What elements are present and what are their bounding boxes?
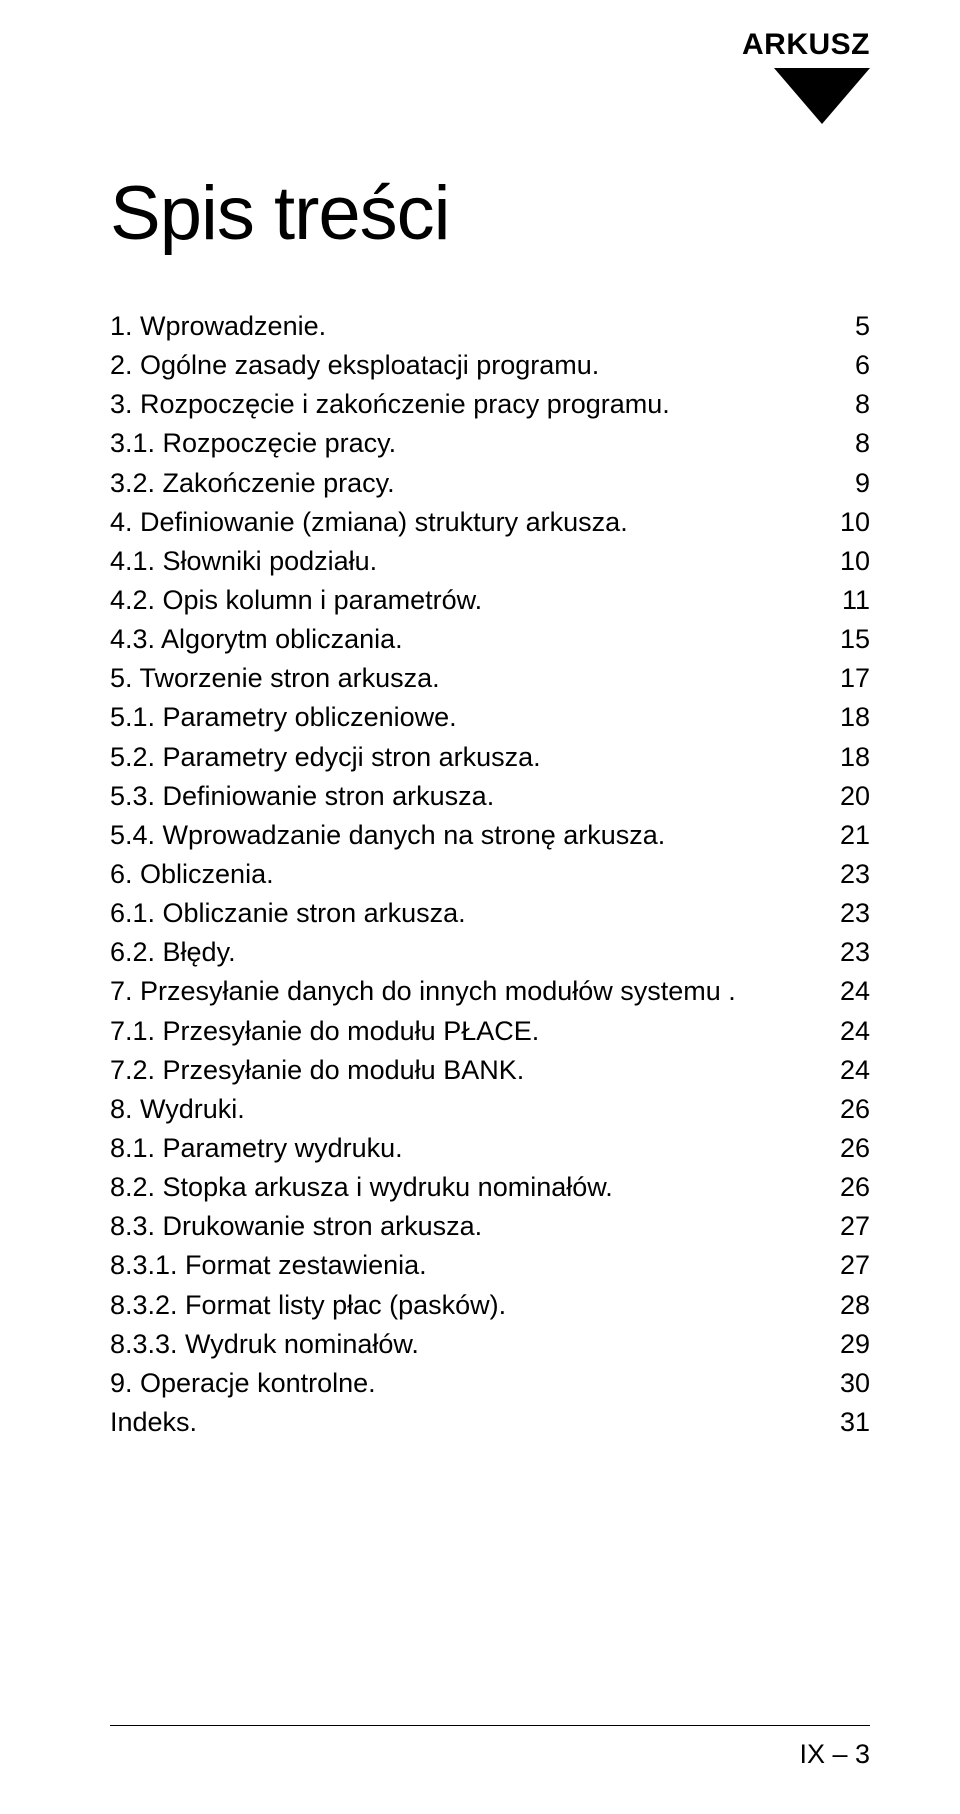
toc-label: 8. Wydruki. xyxy=(110,1090,245,1129)
toc-row: 3.2. Zakończenie pracy. 9 xyxy=(110,464,870,503)
toc-label: 8.3. Drukowanie stron arkusza. xyxy=(110,1207,482,1246)
toc-label: 3.2. Zakończenie pracy. xyxy=(110,464,395,503)
toc-label: 8.3.2. Format listy płac (pasków). xyxy=(110,1286,506,1325)
toc-page-number: 28 xyxy=(840,1286,870,1325)
toc-page-number: 24 xyxy=(840,1051,870,1090)
toc-row: 4.2. Opis kolumn i parametrów. 11 xyxy=(110,581,870,620)
toc-row: 6.1. Obliczanie stron arkusza. 23 xyxy=(110,894,870,933)
toc-page-number: 11 xyxy=(842,581,870,620)
toc-row: 7.1. Przesyłanie do modułu PŁACE. 24 xyxy=(110,1012,870,1051)
toc-row: 8.3.3. Wydruk nominałów. 29 xyxy=(110,1325,870,1364)
toc-label: 6.1. Obliczanie stron arkusza. xyxy=(110,894,466,933)
footer-page-number: IX – 3 xyxy=(799,1739,870,1770)
toc-label: 6.2. Błędy. xyxy=(110,933,236,972)
toc-row: 8.3. Drukowanie stron arkusza. 27 xyxy=(110,1207,870,1246)
footer-rule xyxy=(110,1725,870,1726)
toc-page-number: 23 xyxy=(840,894,870,933)
toc-page-number: 6 xyxy=(855,346,870,385)
toc-label: 9. Operacje kontrolne. xyxy=(110,1364,376,1403)
toc-label: 5.4. Wprowadzanie danych na stronę arkus… xyxy=(110,816,665,855)
toc-label: 4.3. Algorytm obliczania. xyxy=(110,620,403,659)
toc-label: 2. Ogólne zasady eksploatacji programu. xyxy=(110,346,599,385)
toc-page-number: 23 xyxy=(840,855,870,894)
toc-page-number: 26 xyxy=(840,1129,870,1168)
toc-page-number: 23 xyxy=(840,933,870,972)
toc-row: Indeks. 31 xyxy=(110,1403,870,1442)
toc-label: 8.3.3. Wydruk nominałów. xyxy=(110,1325,419,1364)
toc-page-number: 10 xyxy=(840,503,870,542)
page: ARKUSZ Spis treści 1. Wprowadzenie.52. O… xyxy=(0,0,960,1814)
toc-page-number: 20 xyxy=(840,777,870,816)
toc-page-number: 21 xyxy=(840,816,870,855)
toc-row: 6.2. Błędy. 23 xyxy=(110,933,870,972)
toc-row: 4. Definiowanie (zmiana) struktury arkus… xyxy=(110,503,870,542)
toc-row: 3.1. Rozpoczęcie pracy. 8 xyxy=(110,424,870,463)
toc-page-number: 18 xyxy=(840,698,870,737)
toc-row: 7. Przesyłanie danych do innych modułów … xyxy=(110,972,870,1011)
toc-row: 5. Tworzenie stron arkusza. 17 xyxy=(110,659,870,698)
toc-page-number: 26 xyxy=(840,1168,870,1207)
toc-page-number: 26 xyxy=(840,1090,870,1129)
toc-row: 5.2. Parametry edycji stron arkusza. 18 xyxy=(110,738,870,777)
toc-label: 7.1. Przesyłanie do modułu PŁACE. xyxy=(110,1012,539,1051)
toc-row: 4.1. Słowniki podziału. 10 xyxy=(110,542,870,581)
toc-row: 4.3. Algorytm obliczania. 15 xyxy=(110,620,870,659)
toc-page-number: 9 xyxy=(855,464,870,503)
toc-row: 1. Wprowadzenie. 5 xyxy=(110,307,870,346)
toc-page-number: 10 xyxy=(840,542,870,581)
toc-label: 1. Wprowadzenie. xyxy=(110,307,326,346)
toc-label: 5.2. Parametry edycji stron arkusza. xyxy=(110,738,541,777)
toc-label: 3. Rozpoczęcie i zakończenie pracy progr… xyxy=(110,385,670,424)
toc-page-number: 24 xyxy=(840,1012,870,1051)
toc-row: 9. Operacje kontrolne. 30 xyxy=(110,1364,870,1403)
toc-page-number: 5 xyxy=(855,307,870,346)
toc-row: 8.2. Stopka arkusza i wydruku nominałów.… xyxy=(110,1168,870,1207)
toc-page-number: 8 xyxy=(855,385,870,424)
toc-page-number: 29 xyxy=(840,1325,870,1364)
toc-row: 2. Ogólne zasady eksploatacji programu. 6 xyxy=(110,346,870,385)
toc-label: Indeks. xyxy=(110,1403,197,1442)
toc-label: 7.2. Przesyłanie do modułu BANK. xyxy=(110,1051,524,1090)
toc-label: 8.1. Parametry wydruku. xyxy=(110,1129,403,1168)
table-of-contents: 1. Wprowadzenie.52. Ogólne zasady eksplo… xyxy=(110,307,870,1442)
toc-page-number: 24 xyxy=(840,972,870,1011)
toc-row: 3. Rozpoczęcie i zakończenie pracy progr… xyxy=(110,385,870,424)
toc-page-number: 17 xyxy=(840,659,870,698)
toc-label: 8.2. Stopka arkusza i wydruku nominałów. xyxy=(110,1168,613,1207)
toc-page-number: 15 xyxy=(840,620,870,659)
triangle-down-icon xyxy=(774,68,870,124)
toc-label: 5.3. Definiowanie stron arkusza. xyxy=(110,777,494,816)
toc-page-number: 8 xyxy=(855,424,870,463)
toc-page-number: 30 xyxy=(840,1364,870,1403)
toc-page-number: 18 xyxy=(840,738,870,777)
toc-label: 5.1. Parametry obliczeniowe. xyxy=(110,698,457,737)
toc-row: 5.1. Parametry obliczeniowe. 18 xyxy=(110,698,870,737)
header-label: ARKUSZ xyxy=(742,28,870,62)
toc-label: 8.3.1. Format zestawienia. xyxy=(110,1246,427,1285)
toc-page-number: 27 xyxy=(840,1207,870,1246)
toc-row: 8.1. Parametry wydruku. 26 xyxy=(110,1129,870,1168)
toc-row: 5.3. Definiowanie stron arkusza. 20 xyxy=(110,777,870,816)
toc-row: 8. Wydruki. 26 xyxy=(110,1090,870,1129)
toc-row: 7.2. Przesyłanie do modułu BANK. 24 xyxy=(110,1051,870,1090)
toc-row: 8.3.1. Format zestawienia. 27 xyxy=(110,1246,870,1285)
toc-label: 4. Definiowanie (zmiana) struktury arkus… xyxy=(110,503,628,542)
toc-label: 6. Obliczenia. xyxy=(110,855,274,894)
toc-label: 4.2. Opis kolumn i parametrów. xyxy=(110,581,482,620)
toc-label: 7. Przesyłanie danych do innych modułów … xyxy=(110,972,736,1011)
toc-label: 4.1. Słowniki podziału. xyxy=(110,542,377,581)
toc-page-number: 31 xyxy=(840,1403,870,1442)
toc-row: 5.4. Wprowadzanie danych na stronę arkus… xyxy=(110,816,870,855)
toc-page-number: 27 xyxy=(840,1246,870,1285)
toc-label: 5. Tworzenie stron arkusza. xyxy=(110,659,440,698)
page-title: Spis treści xyxy=(110,170,870,257)
toc-label: 3.1. Rozpoczęcie pracy. xyxy=(110,424,396,463)
toc-row: 8.3.2. Format listy płac (pasków). 28 xyxy=(110,1286,870,1325)
toc-row: 6. Obliczenia. 23 xyxy=(110,855,870,894)
